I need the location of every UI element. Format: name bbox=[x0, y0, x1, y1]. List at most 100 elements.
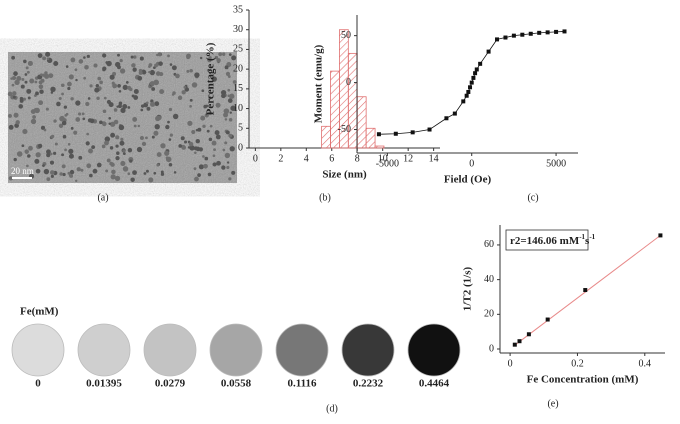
x-axis-label: Size (nm) bbox=[322, 169, 367, 181]
phantom-well bbox=[407, 323, 461, 377]
data-point bbox=[537, 30, 542, 35]
phantom-well bbox=[11, 323, 65, 377]
panel-label: (b) bbox=[319, 192, 331, 203]
annotation-part: -1 bbox=[589, 233, 595, 241]
annotation: r2=146.06 mM-1s-1 bbox=[510, 233, 596, 247]
data-point bbox=[495, 37, 500, 42]
phantom-well bbox=[143, 323, 197, 377]
phantom-well bbox=[209, 323, 263, 377]
x-tick-label: 0.4 bbox=[639, 358, 652, 369]
x-tick-label: 2 bbox=[278, 153, 283, 164]
x-tick-label: 12 bbox=[403, 153, 413, 164]
data-point bbox=[427, 127, 432, 132]
y-axis-label: Moment (emu/g) bbox=[313, 44, 325, 123]
y-tick-label: 10 bbox=[233, 103, 243, 114]
data-point bbox=[562, 29, 567, 34]
concentration-label: 0.2232 bbox=[353, 378, 384, 390]
x-tick-label: 8 bbox=[355, 153, 360, 164]
x-tick-label: -5000 bbox=[376, 158, 399, 169]
annotation-part: s bbox=[585, 235, 590, 247]
data-point bbox=[517, 339, 522, 344]
annotation-part: r2=146.06 mM bbox=[510, 235, 580, 247]
data-point bbox=[452, 111, 457, 116]
phantom-well bbox=[341, 323, 395, 377]
data-point bbox=[444, 116, 449, 121]
panel-label: (e) bbox=[547, 398, 558, 409]
data-point bbox=[468, 85, 473, 90]
concentration-label: 0.0279 bbox=[155, 378, 186, 390]
data-point bbox=[512, 342, 517, 347]
y-tick-label: 50 bbox=[341, 30, 351, 41]
data-point bbox=[554, 29, 559, 34]
data-point bbox=[526, 332, 531, 337]
data-point bbox=[473, 71, 478, 76]
tem-image: 20 nm bbox=[7, 51, 237, 183]
y-tick-label: 40 bbox=[484, 274, 494, 285]
concentration-label: 0.01395 bbox=[86, 378, 122, 390]
data-point bbox=[393, 131, 398, 136]
y-tick-label: 35 bbox=[233, 4, 243, 15]
data-point bbox=[469, 80, 474, 85]
trendline bbox=[514, 235, 661, 346]
x-tick-label: 0 bbox=[253, 153, 258, 164]
x-axis-label: Field (Oe) bbox=[444, 174, 492, 186]
data-point bbox=[520, 32, 525, 37]
x-tick-label: 0 bbox=[469, 158, 474, 169]
concentration-label: 0.4464 bbox=[419, 378, 450, 390]
y-tick-label: 0 bbox=[238, 142, 243, 153]
data-point bbox=[658, 233, 663, 238]
y-tick-label: 20 bbox=[484, 309, 494, 320]
x-axis-label: Fe Concentration (mM) bbox=[527, 374, 639, 386]
annotation-box bbox=[505, 229, 589, 251]
data-point bbox=[583, 288, 588, 293]
x-tick-label: 0.2 bbox=[571, 358, 584, 369]
concentration-label: 0.1116 bbox=[287, 378, 317, 390]
y-tick-label: 20 bbox=[233, 63, 243, 74]
histogram-bar bbox=[365, 127, 376, 149]
data-point bbox=[545, 30, 550, 35]
x-tick-label: 5000 bbox=[546, 158, 566, 169]
y-tick-label: 0 bbox=[346, 77, 351, 88]
concentration-label: 0 bbox=[35, 378, 41, 390]
data-point bbox=[464, 93, 469, 98]
panel-label: (d) bbox=[326, 403, 338, 414]
x-tick-label: 10 bbox=[378, 153, 388, 164]
phantom-well bbox=[77, 323, 131, 377]
data-point bbox=[545, 317, 550, 322]
phantom-title: Fe(mM) bbox=[20, 306, 59, 318]
data-point bbox=[511, 33, 516, 38]
histogram-bar bbox=[374, 145, 385, 149]
panel-label: (c) bbox=[527, 192, 538, 203]
data-point bbox=[486, 49, 491, 54]
data-point bbox=[474, 67, 479, 72]
data-point bbox=[471, 75, 476, 80]
y-tick-label: 30 bbox=[233, 24, 243, 35]
scale-bar-label: 20 nm bbox=[11, 166, 34, 176]
data-point bbox=[503, 35, 508, 40]
x-tick-label: 6 bbox=[329, 153, 334, 164]
histogram-bar bbox=[330, 70, 340, 149]
y-tick-label: 0 bbox=[489, 343, 494, 354]
y-axis-label: 1/T2 (1/s) bbox=[462, 267, 474, 312]
y-tick-label: -50 bbox=[338, 124, 351, 135]
panel-label: (a) bbox=[97, 192, 108, 203]
y-tick-label: 60 bbox=[484, 239, 494, 250]
data-point bbox=[466, 89, 471, 94]
data-point bbox=[528, 31, 533, 36]
data-point bbox=[376, 132, 381, 137]
phantom-well bbox=[275, 323, 329, 377]
y-tick-label: 25 bbox=[233, 44, 243, 55]
concentration-label: 0.0558 bbox=[221, 378, 252, 390]
data-point bbox=[410, 130, 415, 135]
x-tick-label: 0 bbox=[508, 358, 513, 369]
data-point bbox=[478, 61, 483, 66]
y-tick-label: 5 bbox=[238, 123, 243, 134]
x-tick-label: 4 bbox=[304, 153, 309, 164]
x-tick-label: 14 bbox=[429, 153, 439, 164]
y-tick-label: 15 bbox=[233, 83, 243, 94]
y-axis-label: Percentage (%) bbox=[205, 42, 217, 115]
annotation-part: -1 bbox=[579, 233, 585, 241]
histogram-bar bbox=[321, 125, 331, 149]
data-point bbox=[461, 99, 466, 104]
